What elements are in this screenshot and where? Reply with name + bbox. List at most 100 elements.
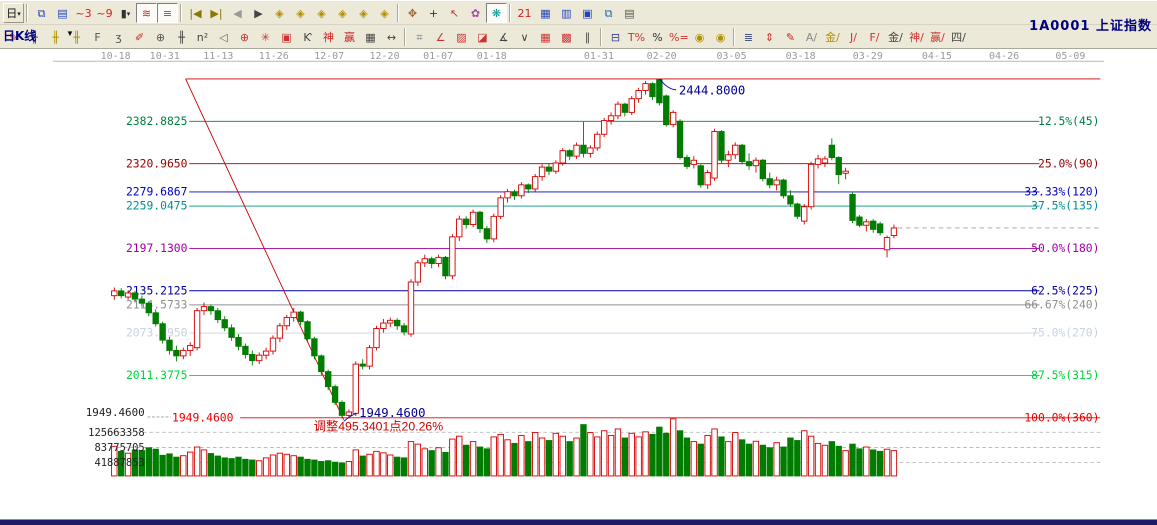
dual-screen-icon[interactable]: ⧉ — [604, 6, 613, 20]
golden-section-icon[interactable]: ◉ — [694, 30, 705, 44]
grid-f-icon[interactable]: F — [94, 30, 101, 44]
volume-profile-icon[interactable]: ≡ — [157, 2, 178, 23]
candle-body — [718, 131, 725, 161]
k-mark-icon[interactable]: Ƙ — [303, 30, 312, 44]
flower-mark-icon[interactable]: ✿ — [470, 6, 481, 20]
region-window-icon[interactable]: ⧉ — [37, 6, 46, 20]
candle-body — [435, 256, 442, 264]
grid-plain-icon[interactable]: ╫ — [178, 30, 185, 44]
brush-icon[interactable]: ✎ — [8, 30, 19, 44]
minute-line-3-icon[interactable]: ~3 — [75, 6, 92, 20]
gann-price-label: 2320.9650 — [126, 156, 188, 170]
volume-bar — [235, 456, 242, 477]
last-bar-icon[interactable]: ▶| — [210, 6, 223, 20]
volume-bar — [145, 447, 152, 477]
info-list-icon[interactable]: ▤ — [57, 6, 68, 20]
gann-fan-box-icon[interactable]: ◪ — [477, 30, 488, 44]
range-arrow-icon[interactable]: ⇕ — [764, 30, 775, 44]
volume-bar — [614, 428, 622, 477]
a-diagonal-icon[interactable]: A/ — [805, 30, 818, 44]
percent-line-icon[interactable]: %= — [669, 30, 689, 44]
shen-diagonal-icon[interactable]: 神/ — [909, 30, 924, 44]
angle-lines-icon[interactable]: ∡ — [498, 30, 509, 44]
notebook-icon[interactable]: ▥ — [561, 6, 572, 20]
date-tick-label: 11-26 — [259, 51, 289, 62]
volume-bar — [752, 440, 760, 477]
ying-icon[interactable]: 赢 — [344, 30, 355, 44]
angle-a-icon[interactable]: ◁ — [219, 30, 228, 44]
zoom-fit-width-icon[interactable]: ◈ — [317, 6, 326, 20]
calculator-icon[interactable]: ▦ — [540, 6, 551, 20]
volume-bar — [262, 457, 270, 477]
brush-3-icon[interactable]: ✎ — [785, 30, 796, 44]
next-bar-icon[interactable]: ▶ — [254, 6, 263, 20]
gold-diagonal-icon[interactable]: 金/ — [825, 30, 840, 44]
candle-body — [297, 311, 304, 323]
volume-bar — [573, 437, 580, 477]
j-diagonal-icon[interactable]: J/ — [850, 30, 857, 44]
volume-bar — [435, 447, 442, 477]
hand-tool-icon[interactable]: ✥ — [407, 6, 418, 20]
volume-bar — [228, 458, 235, 477]
brush-2-icon[interactable]: ✐ — [134, 30, 145, 44]
compass-icon[interactable]: ⊕ — [155, 30, 166, 44]
volume-bar — [511, 442, 518, 477]
gann-grid-icon[interactable]: ▩ — [561, 30, 572, 44]
pointer-flag-icon[interactable]: ↖ — [449, 6, 460, 20]
golden-section-2-icon[interactable]: ◉ — [715, 30, 726, 44]
chip-distribution-icon[interactable]: ≋ — [136, 2, 157, 23]
grid-gold-2-icon[interactable]: ╫ — [73, 30, 80, 44]
grid-ruler-icon[interactable]: ╫ — [31, 30, 38, 44]
t-percent-icon[interactable]: T% — [627, 30, 646, 44]
star-icon[interactable]: ✳ — [260, 30, 271, 44]
square-target-icon[interactable]: ▣ — [281, 30, 292, 44]
four-diagonal-icon[interactable]: 四/ — [951, 30, 966, 44]
zoom-fit-all-icon[interactable]: ◈ — [338, 6, 347, 20]
measure-width-icon[interactable]: ↔ — [386, 30, 397, 44]
grid-calendar-icon[interactable]: ▦ — [365, 30, 376, 44]
calendar-21-icon[interactable]: 21 — [517, 6, 532, 20]
chevron-down-icon[interactable]: ▼ — [66, 29, 74, 38]
candle-body — [649, 83, 656, 98]
candle-style-button[interactable]: ▮▾ — [120, 6, 131, 20]
volume-bar — [159, 454, 166, 477]
volume-bar — [283, 453, 290, 477]
minute-line-9-icon[interactable]: ~9 — [96, 6, 113, 20]
candle-body — [373, 328, 380, 349]
list-scale-icon[interactable]: ≣ — [743, 30, 754, 44]
first-bar-icon[interactable]: |◀ — [189, 6, 202, 20]
save-floppy-icon[interactable]: ▣ — [582, 6, 593, 20]
fan-lines-icon[interactable]: ∠ — [435, 30, 446, 44]
n-square-icon[interactable]: n² — [196, 30, 209, 44]
circle-cross-icon[interactable]: ⊕ — [239, 30, 250, 44]
parallel-lines-icon[interactable]: ∥ — [584, 30, 591, 44]
gold-diagonal-2-icon[interactable]: 金/ — [888, 30, 903, 44]
percent-icon[interactable]: % — [652, 30, 663, 44]
zigzag-icon[interactable]: ∨ — [520, 30, 529, 44]
gann-box-icon[interactable]: ▨ — [456, 30, 467, 44]
gann-percent-label: 66.67%(240) — [1024, 297, 1099, 311]
prev-bar-icon[interactable]: ◀ — [233, 6, 242, 20]
f-diagonal-icon[interactable]: F/ — [869, 30, 880, 44]
scale-icon[interactable]: ⊟ — [610, 30, 621, 44]
shen-icon[interactable]: 神 — [323, 30, 334, 44]
axes-grid-icon[interactable]: ⌗ — [416, 30, 423, 44]
candle-body — [311, 338, 318, 357]
pan-all-icon[interactable]: ◈ — [380, 6, 389, 20]
grid-gold-icon[interactable]: ╫ — [52, 30, 59, 44]
candle-body — [525, 184, 532, 190]
print-icon[interactable]: ▤ — [624, 6, 635, 20]
grid-red-icon[interactable]: ▦ — [540, 30, 551, 44]
crosshair-tool-icon[interactable]: + — [428, 6, 439, 20]
chart-canvas[interactable]: 10-18 10-31 11-13 11-26 12-07 12-20 01-07 01-18… — [0, 49, 1157, 525]
zoom-in-icon[interactable]: ◈ — [296, 6, 305, 20]
ying-diagonal-icon[interactable]: 赢/ — [930, 30, 945, 44]
brain-analysis-icon[interactable]: ❋ — [486, 2, 507, 23]
period-day-button[interactable]: 日▾ — [3, 2, 24, 23]
zoom-out-icon[interactable]: ◈ — [275, 6, 284, 20]
candle-body — [490, 215, 497, 240]
gann-percent-label: 62.5%(225) — [1031, 283, 1099, 297]
grid-s-icon[interactable]: ʒ — [115, 30, 122, 44]
pan-horizontal-icon[interactable]: ◈ — [359, 6, 368, 20]
volume-bar — [187, 451, 194, 477]
